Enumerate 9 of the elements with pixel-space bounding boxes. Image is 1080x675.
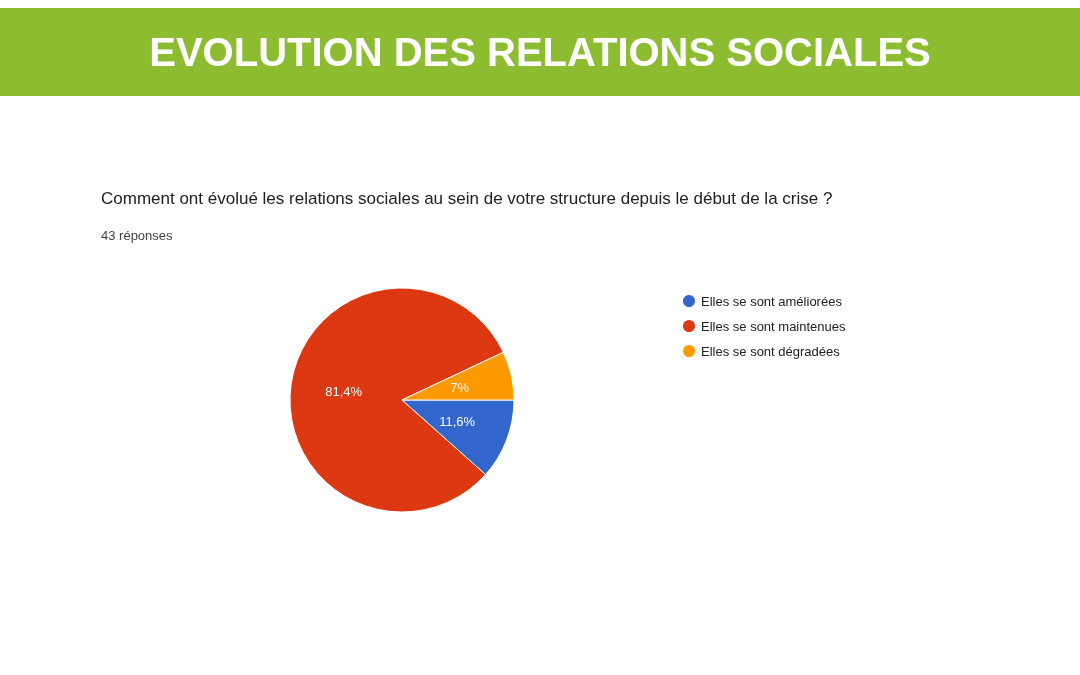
legend-label: Elles se sont maintenues bbox=[701, 318, 847, 334]
data-label: 81,4% bbox=[325, 384, 363, 399]
text: 43 réponses bbox=[101, 228, 173, 243]
data-label: 11,6% bbox=[439, 413, 476, 429]
legend-label: Elles se sont dégradées bbox=[701, 343, 841, 359]
chart-subtitle: Comment ont évolué les relations sociales au sein de votre structure depuis le début de la crise ? bbox=[101, 189, 833, 209]
legend-label: Elles se sont améliorées bbox=[701, 293, 843, 309]
chart-title: EVOLUTION DES RELATIONS SOCIALES bbox=[0, 8, 1080, 96]
data-label: 7% bbox=[450, 379, 470, 395]
